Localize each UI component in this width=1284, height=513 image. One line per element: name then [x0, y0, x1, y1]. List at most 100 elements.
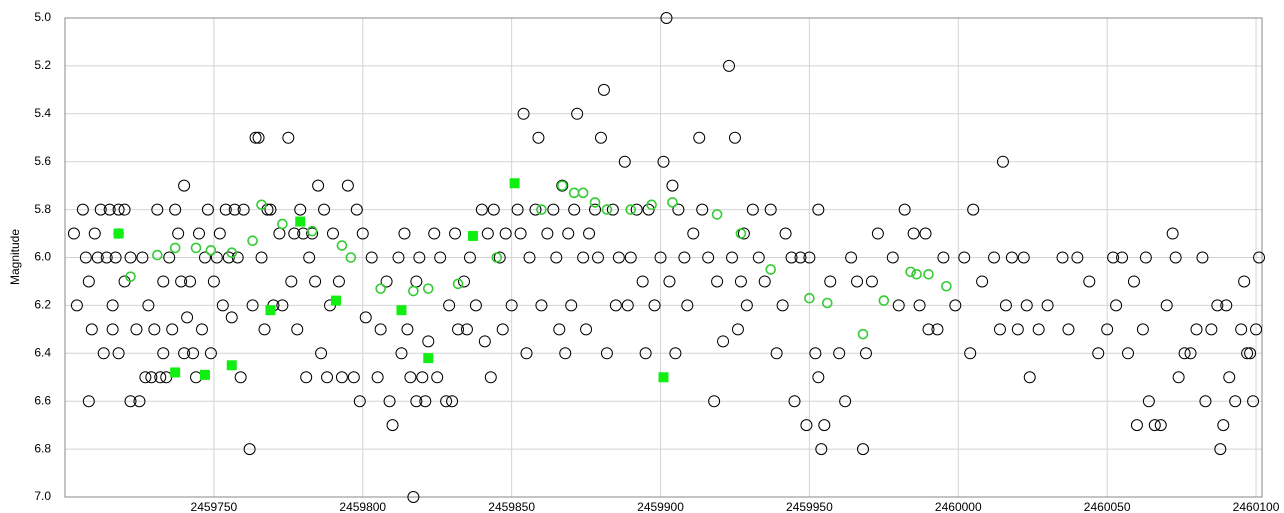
circle-point [481, 227, 494, 240]
circle-point [345, 252, 357, 263]
circle-point [151, 203, 164, 216]
circle-point [621, 299, 634, 312]
circle-point [788, 395, 801, 408]
circle-point [187, 347, 200, 360]
circle-point [312, 179, 325, 192]
circle-point [1205, 323, 1218, 336]
circle-point [907, 227, 920, 240]
circle-point [785, 251, 798, 264]
circle-point [70, 299, 83, 312]
circle-point [639, 347, 652, 360]
circle-point [1217, 419, 1230, 432]
square-point [295, 216, 306, 227]
circle-point [871, 227, 884, 240]
circle-point [243, 443, 256, 456]
circle-point [306, 225, 318, 237]
circle-point [1122, 347, 1135, 360]
circle-point [181, 311, 194, 324]
circle-point [999, 299, 1012, 312]
circle-point [395, 347, 408, 360]
circle-point [681, 299, 694, 312]
x-tick-label: 2459800 [339, 500, 386, 513]
square-point [170, 367, 181, 378]
circle-point [195, 323, 208, 336]
circle-point [1190, 323, 1203, 336]
circle-point [356, 227, 369, 240]
circle-point [359, 311, 372, 324]
circle-point [577, 187, 589, 199]
x-tick-label: 2460050 [1084, 500, 1131, 513]
circle-point [600, 347, 613, 360]
circle-point [1101, 323, 1114, 336]
circle-point [413, 251, 426, 264]
circle-point [577, 251, 590, 264]
circle-point [219, 203, 232, 216]
circle-point [1139, 251, 1152, 264]
circle-point [556, 180, 568, 191]
circle-point [589, 197, 601, 208]
circle-point [76, 203, 89, 216]
circle-point [1032, 323, 1045, 336]
circle-point [666, 179, 679, 192]
circle-point [919, 227, 932, 240]
circle-point [625, 204, 637, 215]
circle-point [1169, 251, 1182, 264]
circle-point [145, 371, 158, 384]
circle-point [300, 371, 313, 384]
circle-point [654, 251, 667, 264]
circle-point [408, 285, 419, 297]
circle-point [157, 347, 170, 360]
circle-point [776, 299, 789, 312]
circle-point [1130, 419, 1143, 432]
circle-point [1041, 299, 1054, 312]
circle-point [886, 251, 899, 264]
circle-point [746, 203, 759, 216]
circle-point [923, 268, 934, 280]
circle-point [152, 249, 163, 261]
circle-point [407, 491, 420, 503]
circle-point [911, 268, 922, 280]
circle-point [255, 251, 268, 264]
circle-point [833, 347, 846, 360]
circle-point [547, 203, 560, 216]
circle-point [1017, 251, 1030, 264]
circle-point [422, 283, 434, 294]
circle-point [350, 203, 363, 216]
circle-point [657, 155, 670, 168]
circle-point [341, 179, 354, 192]
circle-point [130, 323, 143, 336]
circle-point [758, 275, 771, 288]
circle-point [731, 323, 744, 336]
circle-point [434, 251, 447, 264]
circle-point [225, 311, 238, 324]
circle-point [383, 395, 396, 408]
x-tick-label: 2460100 [1233, 500, 1280, 513]
circle-point [770, 347, 783, 360]
circle-point [606, 203, 619, 216]
circle-point [589, 203, 602, 216]
circle-point [993, 323, 1006, 336]
circle-point [591, 251, 604, 264]
circle-point [663, 275, 676, 288]
y-tick-label: 5.8 [34, 202, 51, 216]
circle-point [1235, 323, 1248, 336]
circle-point [469, 299, 482, 312]
y-tick-label: 6.0 [34, 250, 51, 264]
circle-point [88, 227, 101, 240]
circle-point [845, 251, 858, 264]
circle-point [735, 228, 747, 239]
square-point [226, 360, 237, 371]
circle-point [964, 347, 977, 360]
circle-point [1005, 251, 1018, 264]
circle-point [711, 275, 724, 288]
circle-point [678, 251, 691, 264]
circle-point [440, 395, 453, 408]
circle-point [216, 299, 229, 312]
y-tick-label: 6.2 [34, 298, 51, 312]
circle-point [446, 395, 459, 408]
circle-point [487, 203, 500, 216]
circle-point [818, 419, 831, 432]
circle-point [484, 371, 497, 384]
circle-point [1092, 347, 1105, 360]
